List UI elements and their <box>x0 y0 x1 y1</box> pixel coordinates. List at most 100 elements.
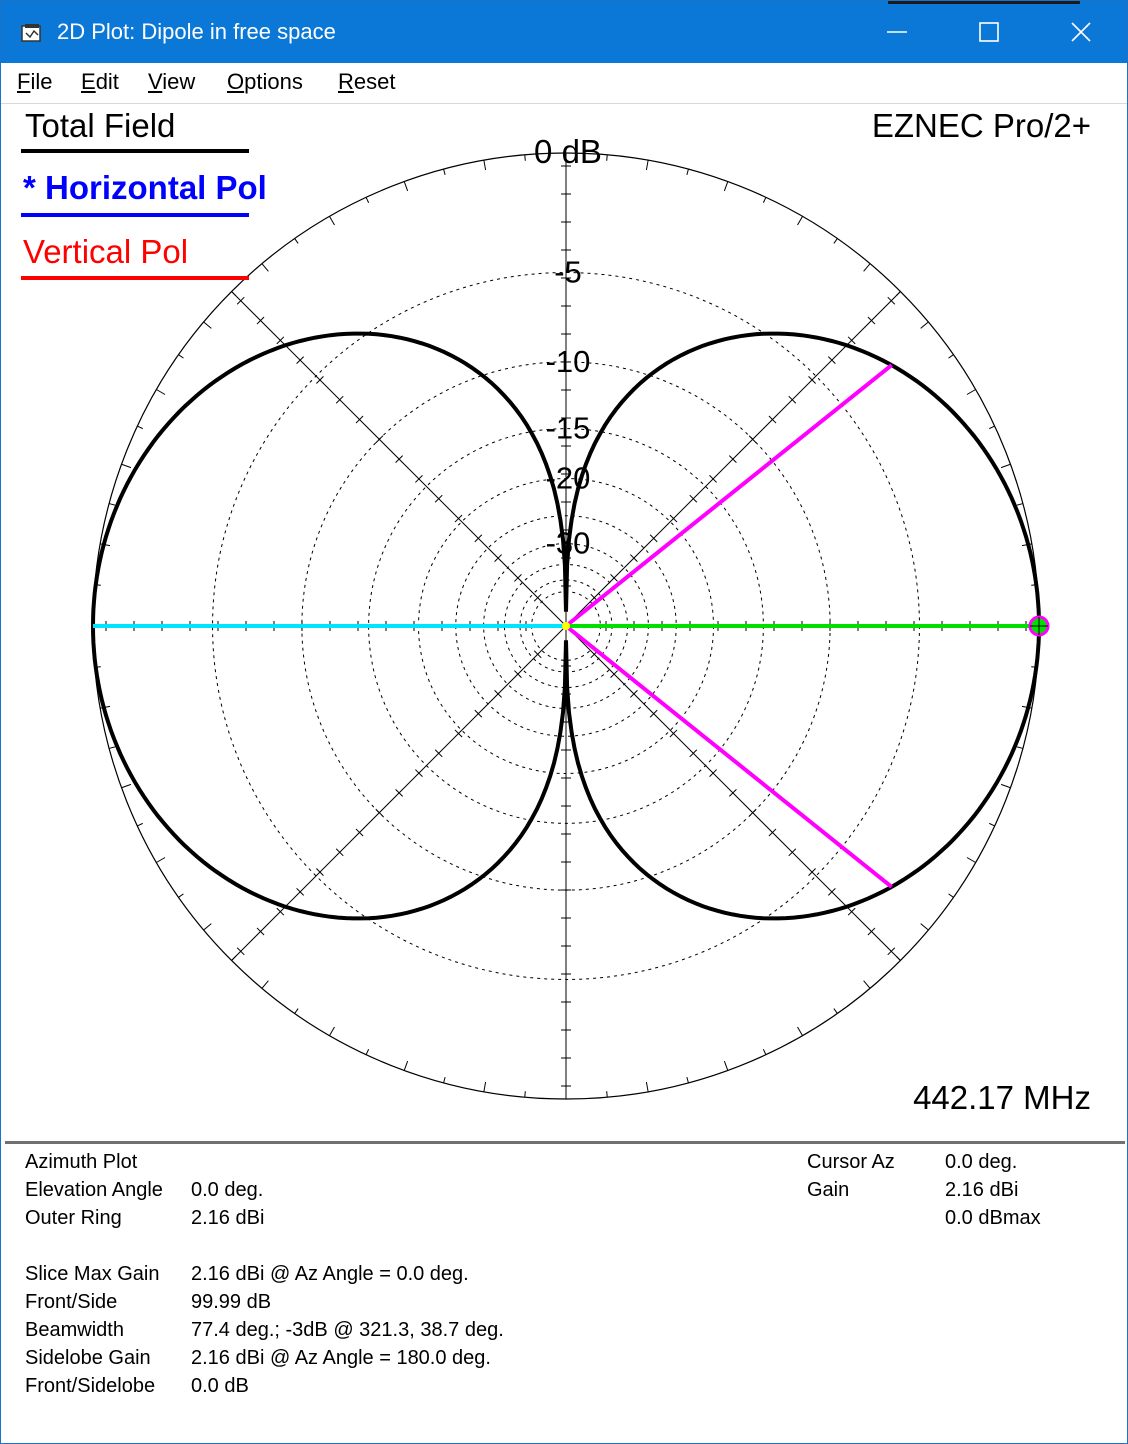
titlebar-accent <box>888 1 1080 4</box>
ring-tick <box>920 321 929 329</box>
spoke-tick <box>709 769 717 777</box>
spoke-tick <box>728 788 737 797</box>
minimize-button[interactable] <box>851 1 943 63</box>
spoke-tick <box>533 650 542 659</box>
beamwidth-line-1 <box>564 624 893 889</box>
ring-tick <box>203 923 212 931</box>
spoke-tick <box>474 709 483 718</box>
panel-divider <box>5 1141 1125 1144</box>
ring-tick <box>178 354 184 359</box>
spoke-tick <box>867 316 876 325</box>
title-bar[interactable]: 2D Plot: Dipole in free space <box>1 1 1127 63</box>
maximize-button[interactable] <box>943 1 1035 63</box>
ring-label-3: -15 <box>546 411 591 446</box>
center-marker <box>562 622 570 630</box>
spoke-tick <box>454 514 463 523</box>
spoke-tick <box>768 828 777 837</box>
ring-tick <box>483 160 487 171</box>
spoke-tick <box>335 395 344 404</box>
menu-options[interactable]: Options <box>227 69 303 95</box>
info-value-front-side: 99.99 dB <box>191 1291 272 1313</box>
spoke-tick <box>494 689 503 698</box>
menu-options-mnemonic: O <box>227 69 245 94</box>
spoke-tick <box>788 395 797 404</box>
ring-tick <box>645 160 649 171</box>
spoke-tick <box>827 356 836 365</box>
menu-options-label: ptions <box>244 69 303 94</box>
spoke-tick <box>296 887 305 896</box>
spoke-tick <box>276 907 285 916</box>
minimize-icon <box>887 31 907 33</box>
spoke-tick <box>728 455 737 464</box>
ring-tick <box>863 263 871 272</box>
ring-tick <box>606 154 608 161</box>
ring-tick <box>156 389 166 395</box>
legend-total-line <box>21 149 249 153</box>
ring-tick <box>723 181 729 192</box>
spoke-tick <box>629 554 638 563</box>
ring-tick <box>895 955 901 961</box>
info-label-outer-ring: Outer Ring <box>25 1207 122 1229</box>
ring-tick <box>231 955 237 961</box>
info-value-outer-ring: 2.16 dBi <box>191 1207 265 1229</box>
info-label-cursor-az: Cursor Az <box>807 1151 895 1173</box>
frequency-label: 442.17 MHz <box>913 1079 1091 1116</box>
spoke-tick <box>768 415 777 424</box>
ring-tick <box>989 425 995 430</box>
menu-file-label: ile <box>30 69 53 94</box>
ring-tick <box>156 857 166 863</box>
info-value-sidelobe-gain: 2.16 dBi @ Az Angle = 180.0 deg. <box>191 1347 491 1369</box>
spoke-tick <box>236 296 245 305</box>
menu-edit[interactable]: Edit <box>81 69 119 95</box>
info-value-front-sidelobe: 0.0 dB <box>191 1375 249 1397</box>
close-button[interactable] <box>1035 1 1127 63</box>
ring-tick <box>762 197 767 203</box>
menu-bar: File Edit View Options Reset <box>1 63 1127 104</box>
close-icon <box>1071 22 1091 42</box>
spoke-tick <box>887 296 896 305</box>
ring-tick <box>178 893 184 898</box>
info-label-front-sidelobe: Front/Sidelobe <box>25 1375 156 1397</box>
info-label-slice-max-gain: Slice Max Gain <box>25 1263 160 1285</box>
beamwidth-line-0 <box>564 363 893 628</box>
menu-edit-mnemonic: E <box>81 69 96 94</box>
ring-label-2: -10 <box>546 344 591 379</box>
brand-label: EZNEC Pro/2+ <box>871 107 1091 144</box>
ring-tick <box>261 263 269 272</box>
ring-tick <box>524 154 526 161</box>
ring-tick <box>294 1008 299 1014</box>
legend-vertical-line <box>21 276 249 280</box>
window-title: 2D Plot: Dipole in free space <box>57 19 336 44</box>
spoke-tick <box>434 749 443 758</box>
spoke-tick <box>316 868 324 876</box>
ring-tick <box>403 181 409 192</box>
info-label-beamwidth: Beamwidth <box>25 1319 124 1341</box>
info-value-gain: 2.16 dBi <box>945 1179 1019 1201</box>
ring-tick <box>137 425 143 430</box>
spoke-tick <box>748 435 757 444</box>
ring-tick <box>443 1076 446 1084</box>
menu-reset[interactable]: Reset <box>338 69 395 95</box>
menu-view[interactable]: View <box>148 69 195 95</box>
polar-plot[interactable]: 0 dB-5-10-15-20-30 <box>1 1 1127 1141</box>
legend-vertical-pol: Vertical Pol <box>23 233 189 270</box>
ring-tick <box>863 980 871 989</box>
spoke-tick <box>494 554 503 563</box>
menu-file[interactable]: File <box>17 69 52 95</box>
legend-horizontal-line <box>21 213 249 217</box>
ring-tick <box>833 238 838 244</box>
spoke-tick <box>434 494 443 503</box>
ring-tick <box>261 980 269 989</box>
spoke-tick <box>788 848 797 857</box>
ring-tick <box>365 1049 370 1055</box>
spoke-tick <box>847 907 856 916</box>
spoke-tick <box>454 729 463 738</box>
spoke-tick <box>415 475 423 483</box>
ring-tick <box>895 291 901 297</box>
spoke-tick <box>689 749 698 758</box>
spoke-tick <box>514 670 522 678</box>
spoke-tick <box>669 729 678 738</box>
spoke-tick <box>256 316 265 325</box>
spoke-tick <box>808 376 816 384</box>
